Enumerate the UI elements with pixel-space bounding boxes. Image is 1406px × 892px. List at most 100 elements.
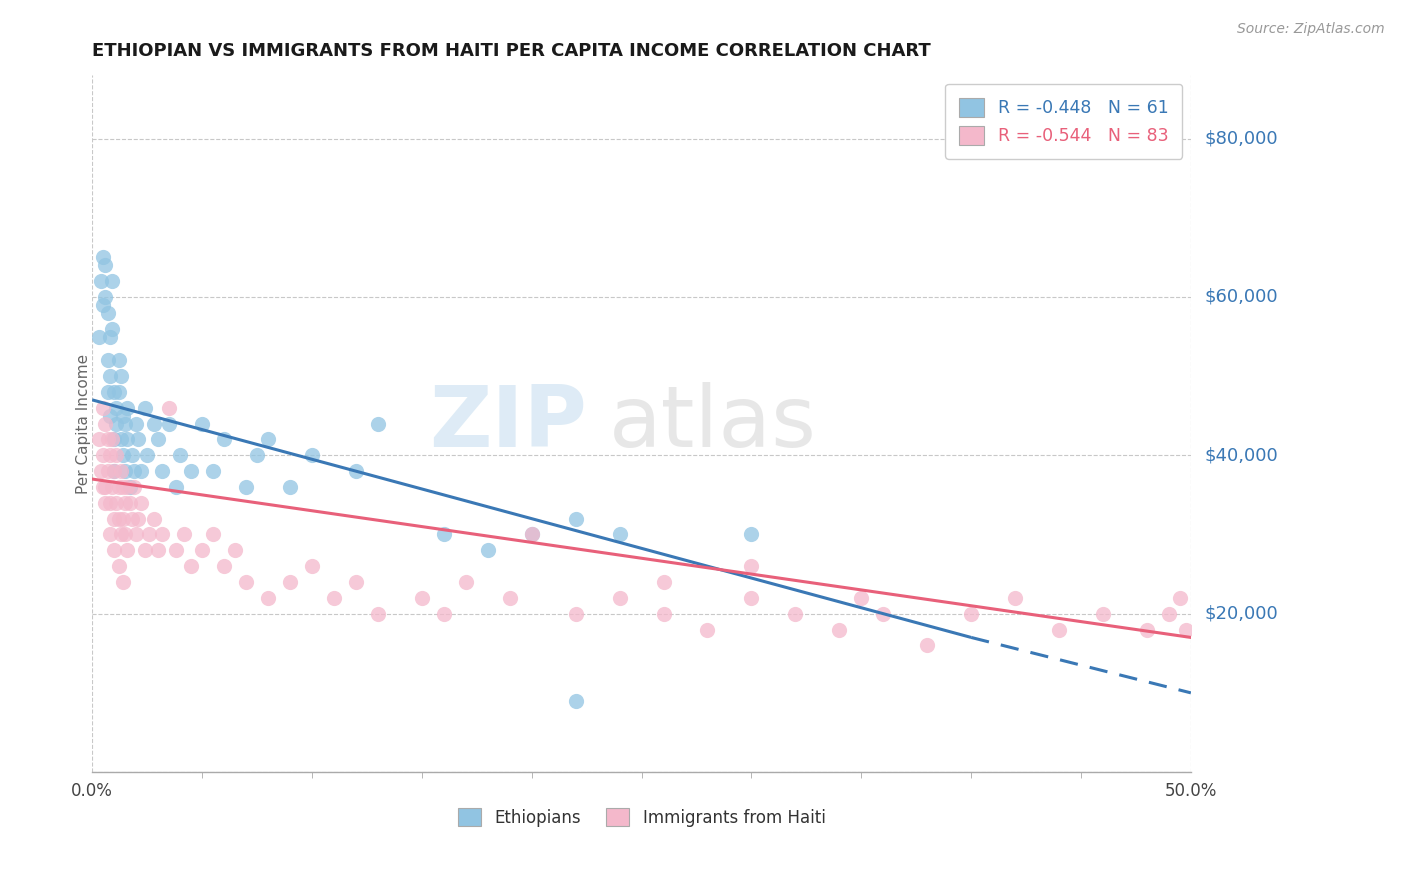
Point bbox=[134, 543, 156, 558]
Point bbox=[114, 496, 136, 510]
Point bbox=[165, 480, 187, 494]
Point bbox=[142, 417, 165, 431]
Point bbox=[173, 527, 195, 541]
Point bbox=[134, 401, 156, 415]
Point bbox=[278, 574, 301, 589]
Point bbox=[107, 353, 129, 368]
Point bbox=[157, 401, 180, 415]
Point bbox=[129, 464, 152, 478]
Legend: Ethiopians, Immigrants from Haiti: Ethiopians, Immigrants from Haiti bbox=[451, 801, 832, 833]
Point bbox=[105, 417, 128, 431]
Point bbox=[180, 464, 202, 478]
Point bbox=[609, 591, 631, 605]
Point bbox=[609, 527, 631, 541]
Point bbox=[157, 417, 180, 431]
Point bbox=[107, 384, 129, 399]
Point bbox=[110, 527, 132, 541]
Text: ETHIOPIAN VS IMMIGRANTS FROM HAITI PER CAPITA INCOME CORRELATION CHART: ETHIOPIAN VS IMMIGRANTS FROM HAITI PER C… bbox=[93, 42, 931, 60]
Point bbox=[118, 480, 141, 494]
Point bbox=[127, 433, 149, 447]
Point bbox=[851, 591, 873, 605]
Point bbox=[301, 559, 323, 574]
Point bbox=[191, 543, 214, 558]
Point bbox=[235, 574, 257, 589]
Point bbox=[1175, 623, 1198, 637]
Point bbox=[98, 409, 121, 423]
Point bbox=[146, 543, 169, 558]
Point bbox=[103, 384, 125, 399]
Point bbox=[915, 638, 938, 652]
Point bbox=[152, 464, 174, 478]
Point bbox=[367, 607, 389, 621]
Point bbox=[111, 409, 134, 423]
Point bbox=[90, 464, 112, 478]
Point bbox=[322, 591, 344, 605]
Point bbox=[90, 274, 112, 288]
Point bbox=[117, 543, 139, 558]
Point bbox=[118, 496, 141, 510]
Point bbox=[872, 607, 894, 621]
Point bbox=[169, 448, 191, 462]
Point bbox=[105, 496, 128, 510]
Point bbox=[114, 464, 136, 478]
Point bbox=[121, 448, 143, 462]
Point bbox=[97, 306, 120, 320]
Point bbox=[87, 329, 110, 343]
Point bbox=[652, 607, 675, 621]
Point bbox=[87, 433, 110, 447]
Point bbox=[111, 448, 134, 462]
Point bbox=[1047, 623, 1070, 637]
Point bbox=[97, 433, 120, 447]
Point bbox=[110, 464, 132, 478]
Point bbox=[652, 574, 675, 589]
Point bbox=[111, 511, 134, 525]
Point bbox=[202, 464, 225, 478]
Point bbox=[224, 543, 246, 558]
Point bbox=[1136, 623, 1159, 637]
Point bbox=[180, 559, 202, 574]
Point bbox=[344, 574, 367, 589]
Point bbox=[257, 591, 280, 605]
Point bbox=[246, 448, 269, 462]
Point bbox=[103, 464, 125, 478]
Point bbox=[101, 480, 124, 494]
Point bbox=[138, 527, 160, 541]
Point bbox=[165, 543, 187, 558]
Point bbox=[828, 623, 851, 637]
Point bbox=[564, 511, 586, 525]
Point bbox=[91, 401, 114, 415]
Point bbox=[696, 623, 718, 637]
Point bbox=[98, 369, 121, 384]
Text: $40,000: $40,000 bbox=[1205, 446, 1278, 465]
Point bbox=[105, 401, 128, 415]
Text: Source: ZipAtlas.com: Source: ZipAtlas.com bbox=[1237, 22, 1385, 37]
Point bbox=[344, 464, 367, 478]
Point bbox=[212, 559, 235, 574]
Point bbox=[94, 258, 117, 272]
Point bbox=[122, 464, 145, 478]
Point bbox=[520, 527, 543, 541]
Point bbox=[97, 384, 120, 399]
Point bbox=[129, 496, 152, 510]
Point bbox=[235, 480, 257, 494]
Point bbox=[301, 448, 323, 462]
Point bbox=[103, 464, 125, 478]
Point bbox=[98, 448, 121, 462]
Point bbox=[91, 250, 114, 264]
Point bbox=[191, 417, 214, 431]
Point bbox=[1091, 607, 1114, 621]
Point bbox=[105, 448, 128, 462]
Point bbox=[97, 464, 120, 478]
Point bbox=[97, 353, 120, 368]
Point bbox=[91, 448, 114, 462]
Point bbox=[257, 433, 280, 447]
Point bbox=[101, 274, 124, 288]
Point bbox=[103, 543, 125, 558]
Text: ZIP: ZIP bbox=[429, 382, 586, 465]
Point bbox=[122, 480, 145, 494]
Point bbox=[121, 511, 143, 525]
Point bbox=[103, 511, 125, 525]
Point bbox=[125, 527, 148, 541]
Point bbox=[127, 511, 149, 525]
Point bbox=[740, 559, 762, 574]
